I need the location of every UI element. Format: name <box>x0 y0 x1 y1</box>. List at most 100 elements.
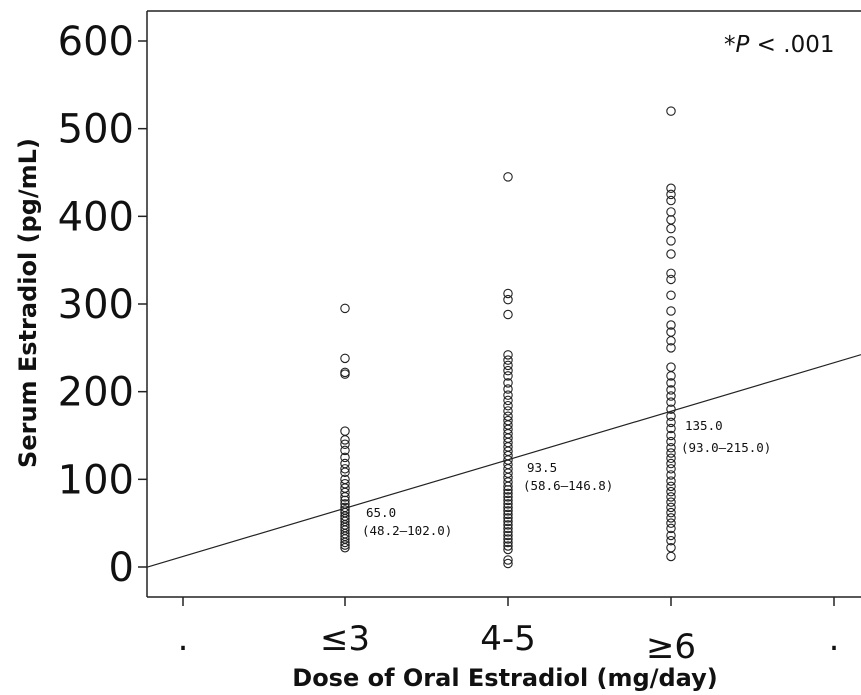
iqr-label: (93.0–215.0) <box>681 440 771 455</box>
data-point <box>340 542 350 553</box>
data-point <box>666 523 676 534</box>
data-point <box>666 448 676 458</box>
data-point <box>666 236 676 246</box>
data-point <box>666 249 676 259</box>
data-point <box>503 544 513 555</box>
data-point <box>666 507 676 518</box>
data-point <box>666 207 676 217</box>
data-point <box>503 488 513 499</box>
data-point <box>340 537 350 548</box>
data-point <box>503 390 513 400</box>
data-point <box>503 294 513 305</box>
data-point <box>666 458 676 469</box>
data-point <box>340 467 350 478</box>
data-point <box>503 288 513 299</box>
data-point <box>503 406 513 416</box>
data-point <box>340 435 350 445</box>
y-tick-label: 600 <box>58 19 134 65</box>
iqr-label: (58.6–146.8) <box>523 478 613 493</box>
data-point <box>503 384 513 394</box>
data-point <box>666 430 676 441</box>
data-point <box>666 195 676 206</box>
x-axis-title: Dose of Oral Estradiol (mg/day) <box>292 664 717 692</box>
data-point <box>503 541 513 551</box>
median-label: 135.0 <box>685 418 723 433</box>
x-tick-label: 4-5 <box>480 619 536 659</box>
data-point <box>340 353 350 364</box>
data-point <box>503 492 513 502</box>
data-point <box>666 385 676 395</box>
x-tick-label: ≤3 <box>320 619 370 659</box>
data-point <box>503 495 513 506</box>
data-point <box>503 558 513 569</box>
data-point <box>340 369 350 379</box>
data-point <box>666 481 676 492</box>
data-point <box>503 534 513 544</box>
data-point <box>666 189 676 200</box>
data-point <box>666 497 676 507</box>
data-point <box>666 274 676 285</box>
median-label: 93.5 <box>527 460 557 475</box>
data-point <box>503 516 513 527</box>
data-point <box>503 400 513 411</box>
data-point <box>666 215 676 225</box>
median-annotations: 65.0 (48.2–102.0) 93.5 (58.6–146.8) 135.0 (93… <box>362 418 771 538</box>
data-point <box>666 518 676 528</box>
data-point <box>503 506 513 516</box>
data-point <box>340 495 350 506</box>
data-point <box>503 502 513 513</box>
data-point <box>503 530 513 541</box>
data-point <box>666 551 676 562</box>
data-point <box>666 371 676 381</box>
data-point <box>666 343 676 353</box>
data-point <box>340 492 350 502</box>
data-point <box>666 453 676 464</box>
data-point <box>503 555 513 565</box>
data-point <box>666 513 676 523</box>
data-point <box>503 395 513 406</box>
data-point <box>340 445 350 456</box>
data-point <box>666 476 676 486</box>
data-point <box>503 527 513 537</box>
y-tick-label: 200 <box>58 370 134 416</box>
data-point <box>666 290 676 300</box>
y-axis-title: Serum Estradiol (pg/mL) <box>14 138 42 468</box>
data-point <box>503 371 513 381</box>
data-point <box>340 439 350 450</box>
data-point <box>340 426 350 436</box>
data-point <box>666 183 676 194</box>
data-point <box>666 502 676 513</box>
data-point <box>666 443 676 453</box>
data-point <box>503 172 513 182</box>
data-point <box>503 350 513 360</box>
data-point <box>503 537 513 548</box>
x-tick-label: ≥6 <box>646 627 696 667</box>
data-point <box>666 106 676 116</box>
data-point <box>340 452 350 463</box>
data-point <box>666 320 676 330</box>
data-point <box>666 268 676 279</box>
data-point <box>666 404 676 414</box>
data-point <box>666 336 676 346</box>
y-tick-label: 500 <box>58 107 134 153</box>
data-point <box>666 464 676 474</box>
data-point <box>340 303 350 314</box>
data-point <box>503 355 513 365</box>
data-point <box>503 499 513 509</box>
data-point <box>666 470 676 480</box>
data-point <box>666 492 676 502</box>
data-point <box>666 535 676 546</box>
data-point <box>666 417 676 428</box>
x-tick-label: . <box>178 619 189 659</box>
data-point <box>666 306 676 316</box>
data-point <box>503 485 513 495</box>
data-point <box>503 309 513 320</box>
data-point <box>503 360 513 371</box>
data-point <box>666 530 676 541</box>
data-point <box>666 223 676 234</box>
data-point <box>666 391 676 401</box>
y-tick-label: 300 <box>58 282 134 328</box>
data-point <box>666 486 676 497</box>
data-point <box>666 362 676 372</box>
